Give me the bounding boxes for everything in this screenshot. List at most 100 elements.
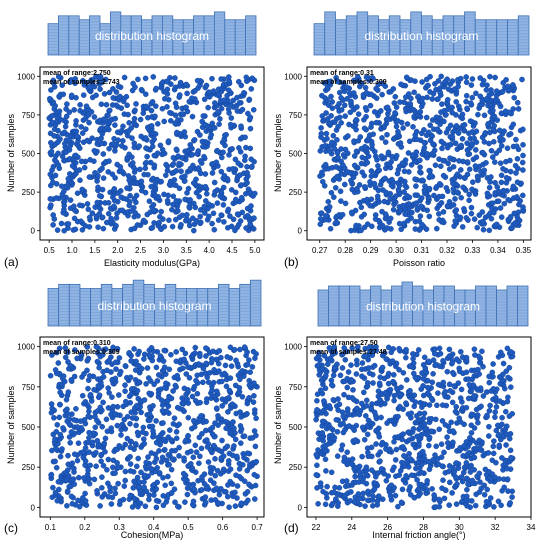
scatter-point xyxy=(315,500,321,507)
scatter-point xyxy=(124,435,131,442)
scatter-point xyxy=(190,417,197,424)
scatter-point xyxy=(94,437,101,444)
scatter-point xyxy=(352,473,358,480)
scatter-point xyxy=(463,92,470,99)
scatter-point xyxy=(100,374,107,380)
x-tick-label: 0.34 xyxy=(490,246,506,255)
scatter-point xyxy=(468,204,475,211)
scatter-point xyxy=(99,214,106,221)
scatter-point xyxy=(335,154,341,161)
scatter-point xyxy=(412,192,419,198)
scatter-point xyxy=(443,185,450,191)
scatter-point xyxy=(75,440,82,447)
scatter-point xyxy=(190,200,197,207)
scatter-point xyxy=(215,217,222,223)
scatter-point xyxy=(77,102,83,108)
scatter-point xyxy=(143,145,149,151)
scatter-point xyxy=(360,389,367,396)
scatter-point xyxy=(359,169,366,175)
scatter-point xyxy=(244,410,250,417)
scatter-point xyxy=(173,428,180,435)
scatter-point xyxy=(393,152,400,159)
scatter-point xyxy=(99,165,105,172)
scatter-point xyxy=(207,477,214,484)
x-tick-label: 0.1 xyxy=(45,523,57,532)
scatter-point xyxy=(89,210,96,216)
scatter-point xyxy=(440,209,447,215)
scatter-point xyxy=(152,103,159,109)
scatter-point xyxy=(167,109,173,116)
scatter-point xyxy=(98,125,105,132)
scatter-point xyxy=(230,216,237,223)
scatter-point xyxy=(141,479,147,485)
scatter-point xyxy=(331,489,337,496)
scatter-point xyxy=(473,154,480,160)
scatter-point xyxy=(135,395,142,402)
hist-bar xyxy=(313,23,326,56)
scatter-point xyxy=(397,403,403,410)
scatter-point xyxy=(478,403,484,410)
scatter-point xyxy=(127,461,134,467)
scatter-point xyxy=(373,441,379,447)
scatter-point xyxy=(80,77,86,84)
scatter-point xyxy=(429,96,436,102)
scatter-point xyxy=(201,203,208,210)
scatter-point xyxy=(244,212,251,219)
scatter-point xyxy=(59,183,65,189)
scatter-point xyxy=(236,145,242,151)
scatter-point xyxy=(232,156,239,163)
scatter-point xyxy=(154,121,161,127)
scatter-point xyxy=(69,500,76,507)
scatter-point xyxy=(463,74,470,80)
scatter-point xyxy=(431,147,438,154)
scatter-point xyxy=(195,148,202,154)
scatter-point xyxy=(153,364,160,371)
scatter-point xyxy=(100,116,107,122)
scatter-point xyxy=(95,224,101,230)
scatter-point xyxy=(356,463,363,470)
scatter-point xyxy=(163,380,169,387)
scatter-point xyxy=(439,418,446,424)
scatter-point xyxy=(357,134,364,140)
scatter-point xyxy=(395,128,401,135)
scatter-point xyxy=(220,202,227,208)
scatter-point xyxy=(94,358,101,365)
scatter-point xyxy=(207,464,214,471)
scatter-point xyxy=(322,142,328,149)
scatter-point xyxy=(184,90,190,97)
y-axis-label-b: Number of samples xyxy=(273,113,283,192)
scatter-point xyxy=(359,154,366,161)
scatter-point xyxy=(218,168,225,175)
scatter-point xyxy=(452,218,459,224)
scatter-point xyxy=(474,173,481,180)
scatter-point xyxy=(463,404,470,411)
scatter-point xyxy=(497,205,504,211)
scatter-point xyxy=(435,390,441,396)
scatter-point xyxy=(428,415,435,422)
scatter-point xyxy=(425,82,431,89)
scatter-point xyxy=(164,86,171,93)
scatter-point xyxy=(74,424,81,430)
scatter-point xyxy=(440,172,447,179)
scatter-point xyxy=(143,459,149,466)
scatter-point xyxy=(98,140,105,147)
scatter-point xyxy=(181,385,188,392)
scatter-point xyxy=(471,216,478,222)
scatter-point xyxy=(154,378,161,384)
scatter-point xyxy=(47,372,54,379)
scatter-point xyxy=(102,435,109,442)
scatter-point xyxy=(501,200,508,207)
annotation-samples-c: mean of samples:0.309 xyxy=(43,349,120,356)
scatter-point xyxy=(208,131,214,138)
scatter-point xyxy=(360,490,367,497)
scatter-point xyxy=(326,403,333,409)
scatter-point xyxy=(380,187,386,193)
scatter-point xyxy=(218,105,225,112)
scatter-point xyxy=(103,416,110,423)
scatter-point xyxy=(225,74,232,80)
scatter-point xyxy=(492,414,498,421)
scatter-point xyxy=(238,194,245,201)
scatter-point xyxy=(356,182,363,188)
scatter-point xyxy=(514,179,521,185)
scatter-point xyxy=(156,448,162,454)
